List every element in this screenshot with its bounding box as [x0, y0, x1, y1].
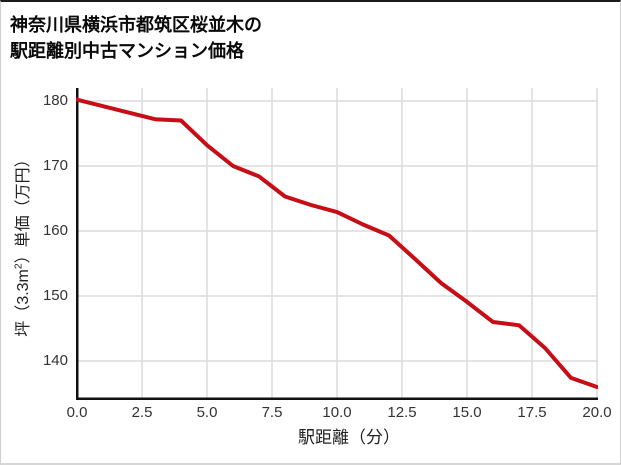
chart-title-line2: 駅距離別中古マンション価格 — [10, 41, 244, 61]
y-tick-label: 170 — [42, 157, 68, 174]
x-tick-label: 2.5 — [131, 404, 153, 421]
x-tick-label: 5.0 — [196, 404, 218, 421]
chart-title: 神奈川県横浜市都筑区桜並木の 駅距離別中古マンション価格 — [10, 12, 262, 64]
x-tick-label: 12.5 — [387, 404, 417, 421]
y-tick-label: 160 — [42, 222, 68, 239]
y-tick-label: 150 — [42, 287, 68, 304]
y-tick-label: 140 — [42, 352, 68, 369]
x-tick-label: 0.0 — [66, 404, 88, 421]
y-tick-label: 180 — [42, 92, 68, 109]
x-tick-label: 15.0 — [452, 404, 482, 421]
x-tick-label: 7.5 — [261, 404, 283, 421]
price-line-chart — [76, 88, 598, 400]
x-tick-label: 10.0 — [322, 404, 352, 421]
x-axis-label: 駅距離（分） — [298, 428, 400, 447]
chart-title-line1: 神奈川県横浜市都筑区桜並木の — [10, 15, 262, 35]
y-axis-label: 坪（3.3m2）単価（万円） — [13, 151, 32, 337]
x-tick-label: 20.0 — [582, 404, 612, 421]
price-series-line — [76, 97, 598, 389]
x-tick-label: 17.5 — [517, 404, 547, 421]
plot-area — [76, 88, 598, 400]
